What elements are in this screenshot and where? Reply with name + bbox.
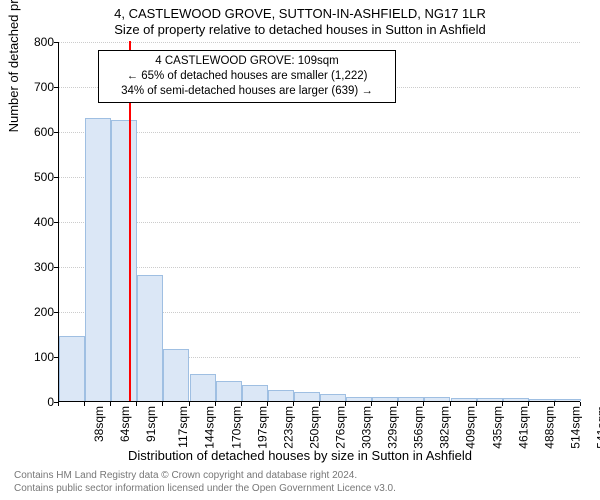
histogram-bar bbox=[555, 399, 581, 401]
x-tick-label: 435sqm bbox=[490, 406, 504, 449]
x-tick-label: 329sqm bbox=[386, 406, 400, 449]
chart-title-line2: Size of property relative to detached ho… bbox=[0, 22, 600, 37]
y-tick-label: 800 bbox=[14, 35, 54, 49]
y-axis-label: Number of detached properties bbox=[6, 0, 21, 132]
histogram-bar bbox=[320, 394, 346, 401]
y-tick-label: 100 bbox=[14, 350, 54, 364]
histogram-bar bbox=[294, 392, 320, 401]
histogram-bar bbox=[268, 390, 294, 401]
annotation-line2: ← 65% of detached houses are smaller (1,… bbox=[107, 69, 387, 84]
annotation-line1: 4 CASTLEWOOD GROVE: 109sqm bbox=[107, 54, 387, 69]
x-tick-label: 303sqm bbox=[360, 406, 374, 449]
y-tick-label: 600 bbox=[14, 125, 54, 139]
histogram-bar bbox=[451, 398, 477, 401]
x-tick-label: 541sqm bbox=[595, 406, 600, 449]
x-tick-label: 356sqm bbox=[412, 406, 426, 449]
x-tick-label: 38sqm bbox=[92, 406, 106, 442]
x-tick-label: 117sqm bbox=[176, 406, 190, 448]
histogram-bar bbox=[163, 349, 189, 401]
histogram-bar bbox=[85, 118, 111, 402]
histogram-bar bbox=[216, 381, 242, 401]
histogram-bar bbox=[477, 398, 503, 401]
x-tick-label: 197sqm bbox=[255, 406, 269, 449]
histogram-bar bbox=[372, 397, 398, 402]
histogram-bar bbox=[59, 336, 85, 401]
annotation-box: 4 CASTLEWOOD GROVE: 109sqm ← 65% of deta… bbox=[98, 50, 396, 103]
histogram-bar bbox=[242, 385, 268, 401]
chart-title-line1: 4, CASTLEWOOD GROVE, SUTTON-IN-ASHFIELD,… bbox=[0, 6, 600, 21]
annotation-line3: 34% of semi-detached houses are larger (… bbox=[107, 84, 387, 99]
y-tick-label: 300 bbox=[14, 260, 54, 274]
y-tick-label: 0 bbox=[14, 395, 54, 409]
x-tick-label: 382sqm bbox=[438, 406, 452, 449]
histogram-bar bbox=[190, 374, 216, 401]
x-tick-label: 144sqm bbox=[203, 406, 217, 449]
y-tick-label: 200 bbox=[14, 305, 54, 319]
x-tick-label: 409sqm bbox=[464, 406, 478, 449]
x-tick-label: 276sqm bbox=[334, 406, 348, 449]
y-tick-label: 400 bbox=[14, 215, 54, 229]
footer-line2: Contains public sector information licen… bbox=[14, 483, 396, 494]
histogram-bar bbox=[529, 399, 555, 401]
x-axis-label: Distribution of detached houses by size … bbox=[0, 448, 600, 463]
x-tick-label: 488sqm bbox=[542, 406, 556, 449]
chart-container: 4, CASTLEWOOD GROVE, SUTTON-IN-ASHFIELD,… bbox=[0, 0, 600, 500]
footer-line1: Contains HM Land Registry data © Crown c… bbox=[14, 470, 357, 481]
y-tick-label: 500 bbox=[14, 170, 54, 184]
histogram-bar bbox=[503, 398, 529, 401]
x-tick-label: 170sqm bbox=[229, 406, 243, 449]
x-tick-label: 514sqm bbox=[569, 406, 583, 449]
y-tick-label: 700 bbox=[14, 80, 54, 94]
histogram-bar bbox=[346, 397, 372, 402]
x-tick-label: 461sqm bbox=[516, 406, 530, 449]
x-tick-label: 250sqm bbox=[308, 406, 322, 449]
histogram-bar bbox=[137, 275, 163, 401]
histogram-bar bbox=[111, 120, 137, 401]
x-tick-label: 91sqm bbox=[144, 406, 158, 442]
histogram-bar bbox=[398, 397, 424, 401]
x-tick-label: 64sqm bbox=[118, 406, 132, 442]
x-tick-label: 223sqm bbox=[281, 406, 295, 449]
histogram-bar bbox=[424, 397, 450, 401]
